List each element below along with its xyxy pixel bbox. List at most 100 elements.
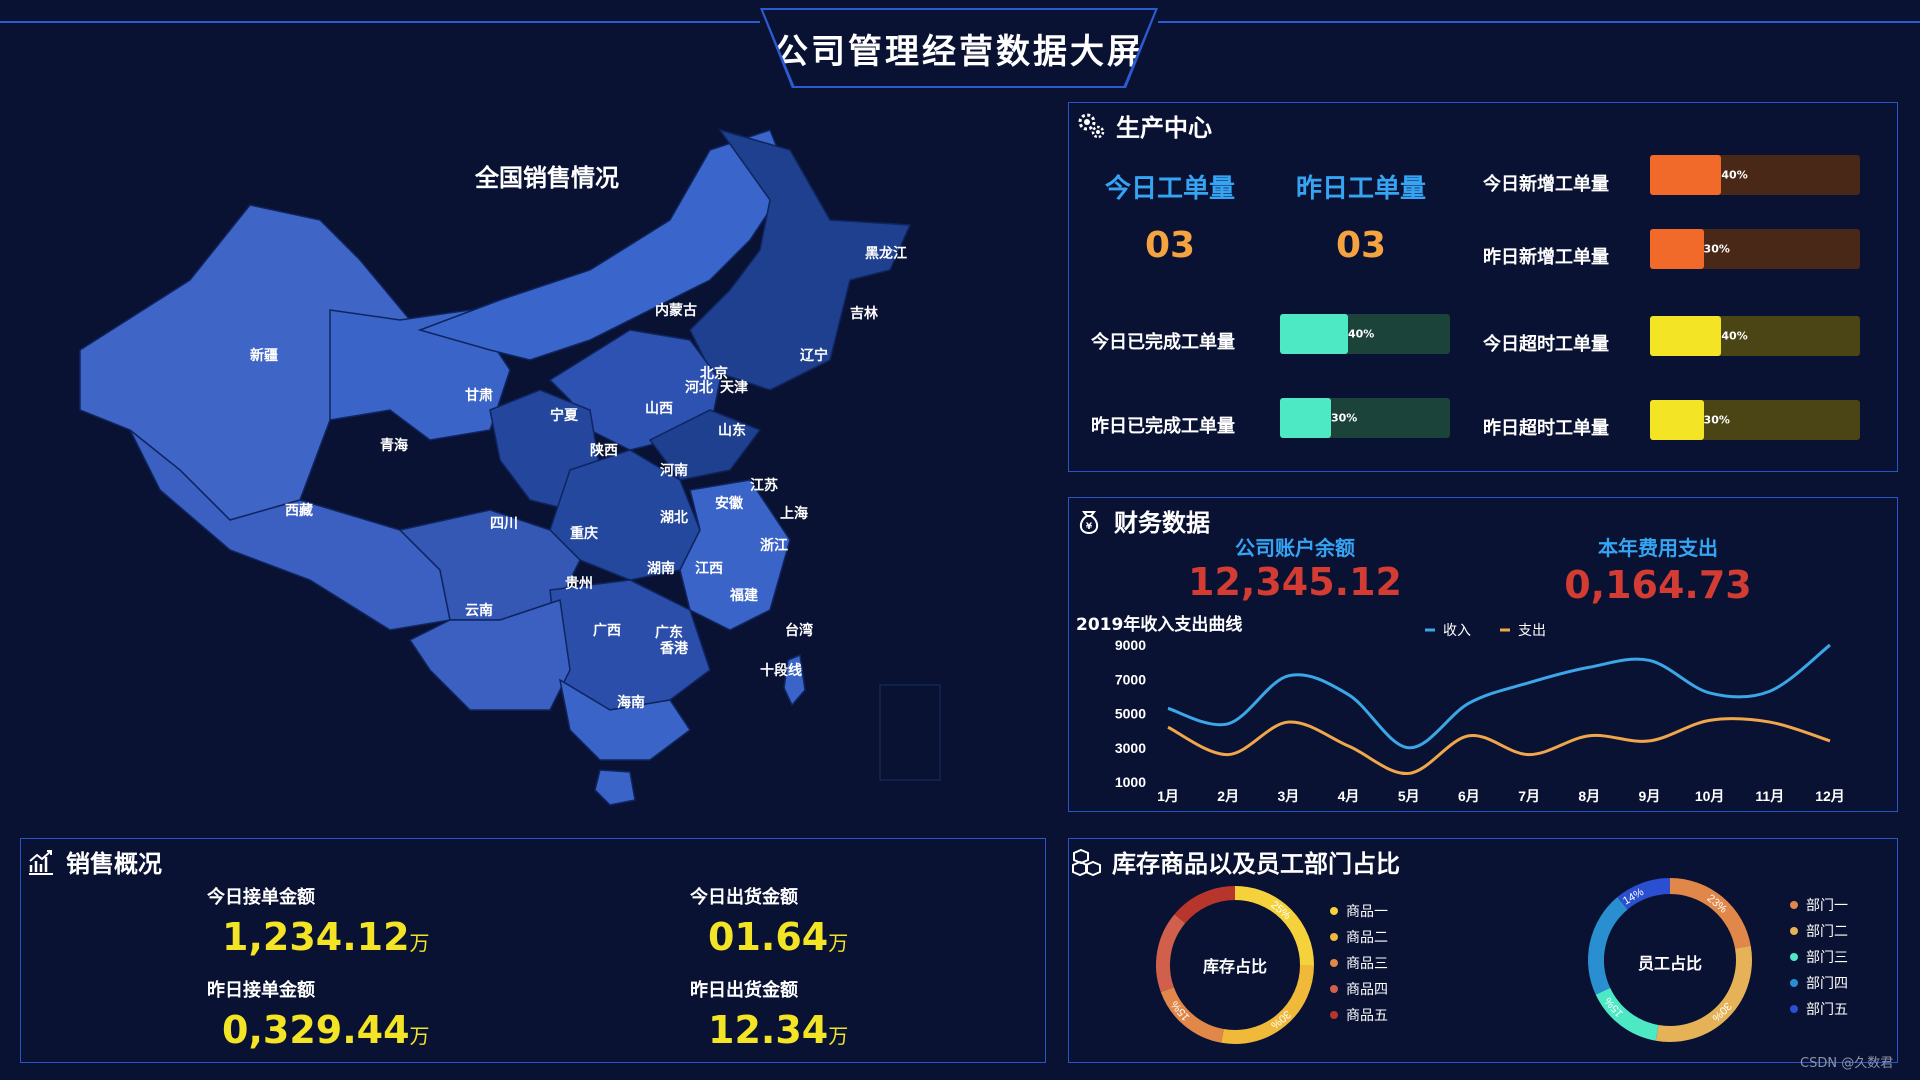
stock-donut-chart[interactable]: 25%30%15% — [1150, 877, 1320, 1047]
legend-dot — [1330, 959, 1338, 967]
legend-item[interactable]: 商品二 — [1330, 924, 1388, 950]
legend-item[interactable]: 部门四 — [1790, 970, 1848, 996]
province-label: 重庆 — [570, 525, 598, 541]
expense-value: 0,164.73 — [1564, 563, 1752, 607]
donut-slice — [1174, 886, 1236, 924]
x-tick-label: 1月 — [1157, 788, 1179, 804]
bar-label: 今日超时工单量 — [1483, 334, 1609, 355]
province-label: 陕西 — [590, 442, 618, 458]
income-expense-chart[interactable]: 9000 7000 5000 3000 1000 1月 2月 3月 4月 5月 6月 7月 8月 9月 10… — [1110, 620, 1870, 810]
staff-donut-center: 员工占比 — [1637, 954, 1702, 973]
map-region-southwest — [408, 599, 571, 711]
trend-chart-icon — [29, 849, 53, 875]
legend-dot — [1790, 1005, 1798, 1013]
legend-dot — [1330, 1011, 1338, 1019]
yesterday-orders-label: 昨日工单量 — [1295, 174, 1426, 204]
legend-item[interactable]: 部门五 — [1790, 996, 1848, 1022]
today-orders-label: 今日工单量 — [1104, 174, 1235, 204]
legend-dot — [1790, 927, 1798, 935]
staff-donut-chart[interactable]: 14% 23%30%15% — [1580, 870, 1760, 1050]
progress-fill: 40% — [1650, 316, 1748, 356]
x-tick-label: 5月 — [1398, 788, 1420, 804]
unit-label: 万 — [828, 1024, 849, 1048]
province-label: 宁夏 — [550, 407, 579, 423]
bar-label: 今日已完成工单量 — [1091, 332, 1235, 353]
x-tick-label: 3月 — [1277, 788, 1299, 804]
sales-header: 销售概况 — [26, 844, 162, 879]
header-line-left — [0, 21, 760, 23]
legend-item[interactable]: 商品一 — [1330, 898, 1388, 924]
watermark: CSDN @久数君 — [1800, 1056, 1894, 1071]
series-line-收入 — [1167, 643, 1831, 750]
legend-label: 商品四 — [1346, 982, 1388, 998]
province-label: 河南 — [660, 462, 688, 478]
today-order-amount-label: 今日接单金额 — [207, 887, 315, 908]
province-label: 四川 — [490, 515, 518, 531]
province-label: 海南 — [617, 694, 645, 710]
today-order-amount-value: 1,234.12 — [222, 915, 410, 959]
legend-item[interactable]: 部门二 — [1790, 918, 1848, 944]
x-tick-label: 2月 — [1217, 788, 1239, 804]
inventory-header: 库存商品以及员工部门占比 — [1072, 844, 1400, 879]
legend-item[interactable]: 部门一 — [1790, 892, 1848, 918]
money-bag-icon: ¥ — [1079, 510, 1099, 534]
yesterday-ship-amount-label: 昨日出货金额 — [690, 980, 798, 1001]
y-tick-label: 9000 — [1115, 637, 1146, 653]
donut-slice — [1160, 986, 1224, 1043]
donut-slice — [1234, 886, 1314, 966]
svg-text:¥: ¥ — [1086, 522, 1093, 532]
page-title: 公司管理经营数据大屏 — [774, 31, 1144, 72]
progress-bar: 40% — [1650, 316, 1860, 356]
progress-percent: 40% — [1348, 327, 1375, 341]
legend-item[interactable]: 商品五 — [1330, 1002, 1388, 1028]
province-label: 江西 — [695, 560, 723, 576]
progress-bar: 40% — [1280, 314, 1450, 354]
yesterday-ship-amount-value: 12.34 — [708, 1008, 829, 1052]
province-label: 十段线 — [760, 662, 802, 678]
sales-title: 销售概况 — [66, 850, 162, 878]
progress-percent: 30% — [1703, 413, 1730, 427]
yesterday-order-amount-value: 0,329.44 — [222, 1008, 410, 1052]
legend-label: 部门一 — [1806, 898, 1848, 914]
map-region-east — [679, 479, 791, 631]
donut-slice — [1617, 878, 1671, 910]
inventory-title: 库存商品以及员工部门占比 — [1112, 850, 1400, 878]
legend-dot — [1330, 933, 1338, 941]
x-tick-label: 11月 — [1755, 788, 1784, 804]
donut-slice — [1595, 987, 1659, 1041]
bar-label: 昨日超时工单量 — [1483, 418, 1609, 439]
legend-label: 支出 — [1518, 622, 1546, 638]
progress-percent: 40% — [1721, 329, 1748, 343]
legend-dot — [1790, 979, 1798, 987]
province-label: 江苏 — [750, 477, 778, 493]
province-label: 甘肃 — [465, 387, 493, 403]
balance-value: 12,345.12 — [1188, 560, 1402, 604]
province-label: 河北 — [685, 379, 713, 395]
map-region-taiwan — [783, 653, 806, 707]
production-title: 生产中心 — [1116, 114, 1212, 142]
legend-label: 部门三 — [1806, 950, 1848, 966]
finance-panel — [1068, 497, 1898, 812]
x-tick-label: 8月 — [1578, 788, 1600, 804]
legend-item[interactable]: 部门三 — [1790, 944, 1848, 970]
legend-label: 部门五 — [1806, 1002, 1848, 1018]
donut-slice — [1588, 897, 1628, 995]
header-line-right — [1158, 21, 1920, 23]
stock-donut-center: 库存占比 — [1202, 957, 1267, 976]
province-label: 北京 — [700, 365, 728, 381]
progress-fill: 40% — [1280, 314, 1374, 354]
x-tick-label: 4月 — [1338, 788, 1360, 804]
sales-panel — [20, 838, 1046, 1063]
legend-item[interactable]: 商品三 — [1330, 950, 1388, 976]
y-tick-label: 7000 — [1115, 671, 1146, 687]
province-label: 吉林 — [850, 305, 878, 321]
progress-percent: 30% — [1703, 242, 1730, 256]
today-ship-amount: 01.64万 — [708, 915, 848, 959]
legend-item[interactable]: 商品四 — [1330, 976, 1388, 1002]
legend-label: 商品五 — [1346, 1008, 1388, 1024]
map-region-hainan — [594, 769, 636, 806]
south-sea-inset — [879, 684, 941, 781]
production-header: 生产中心 — [1076, 108, 1212, 143]
progress-fill: 30% — [1650, 400, 1730, 440]
